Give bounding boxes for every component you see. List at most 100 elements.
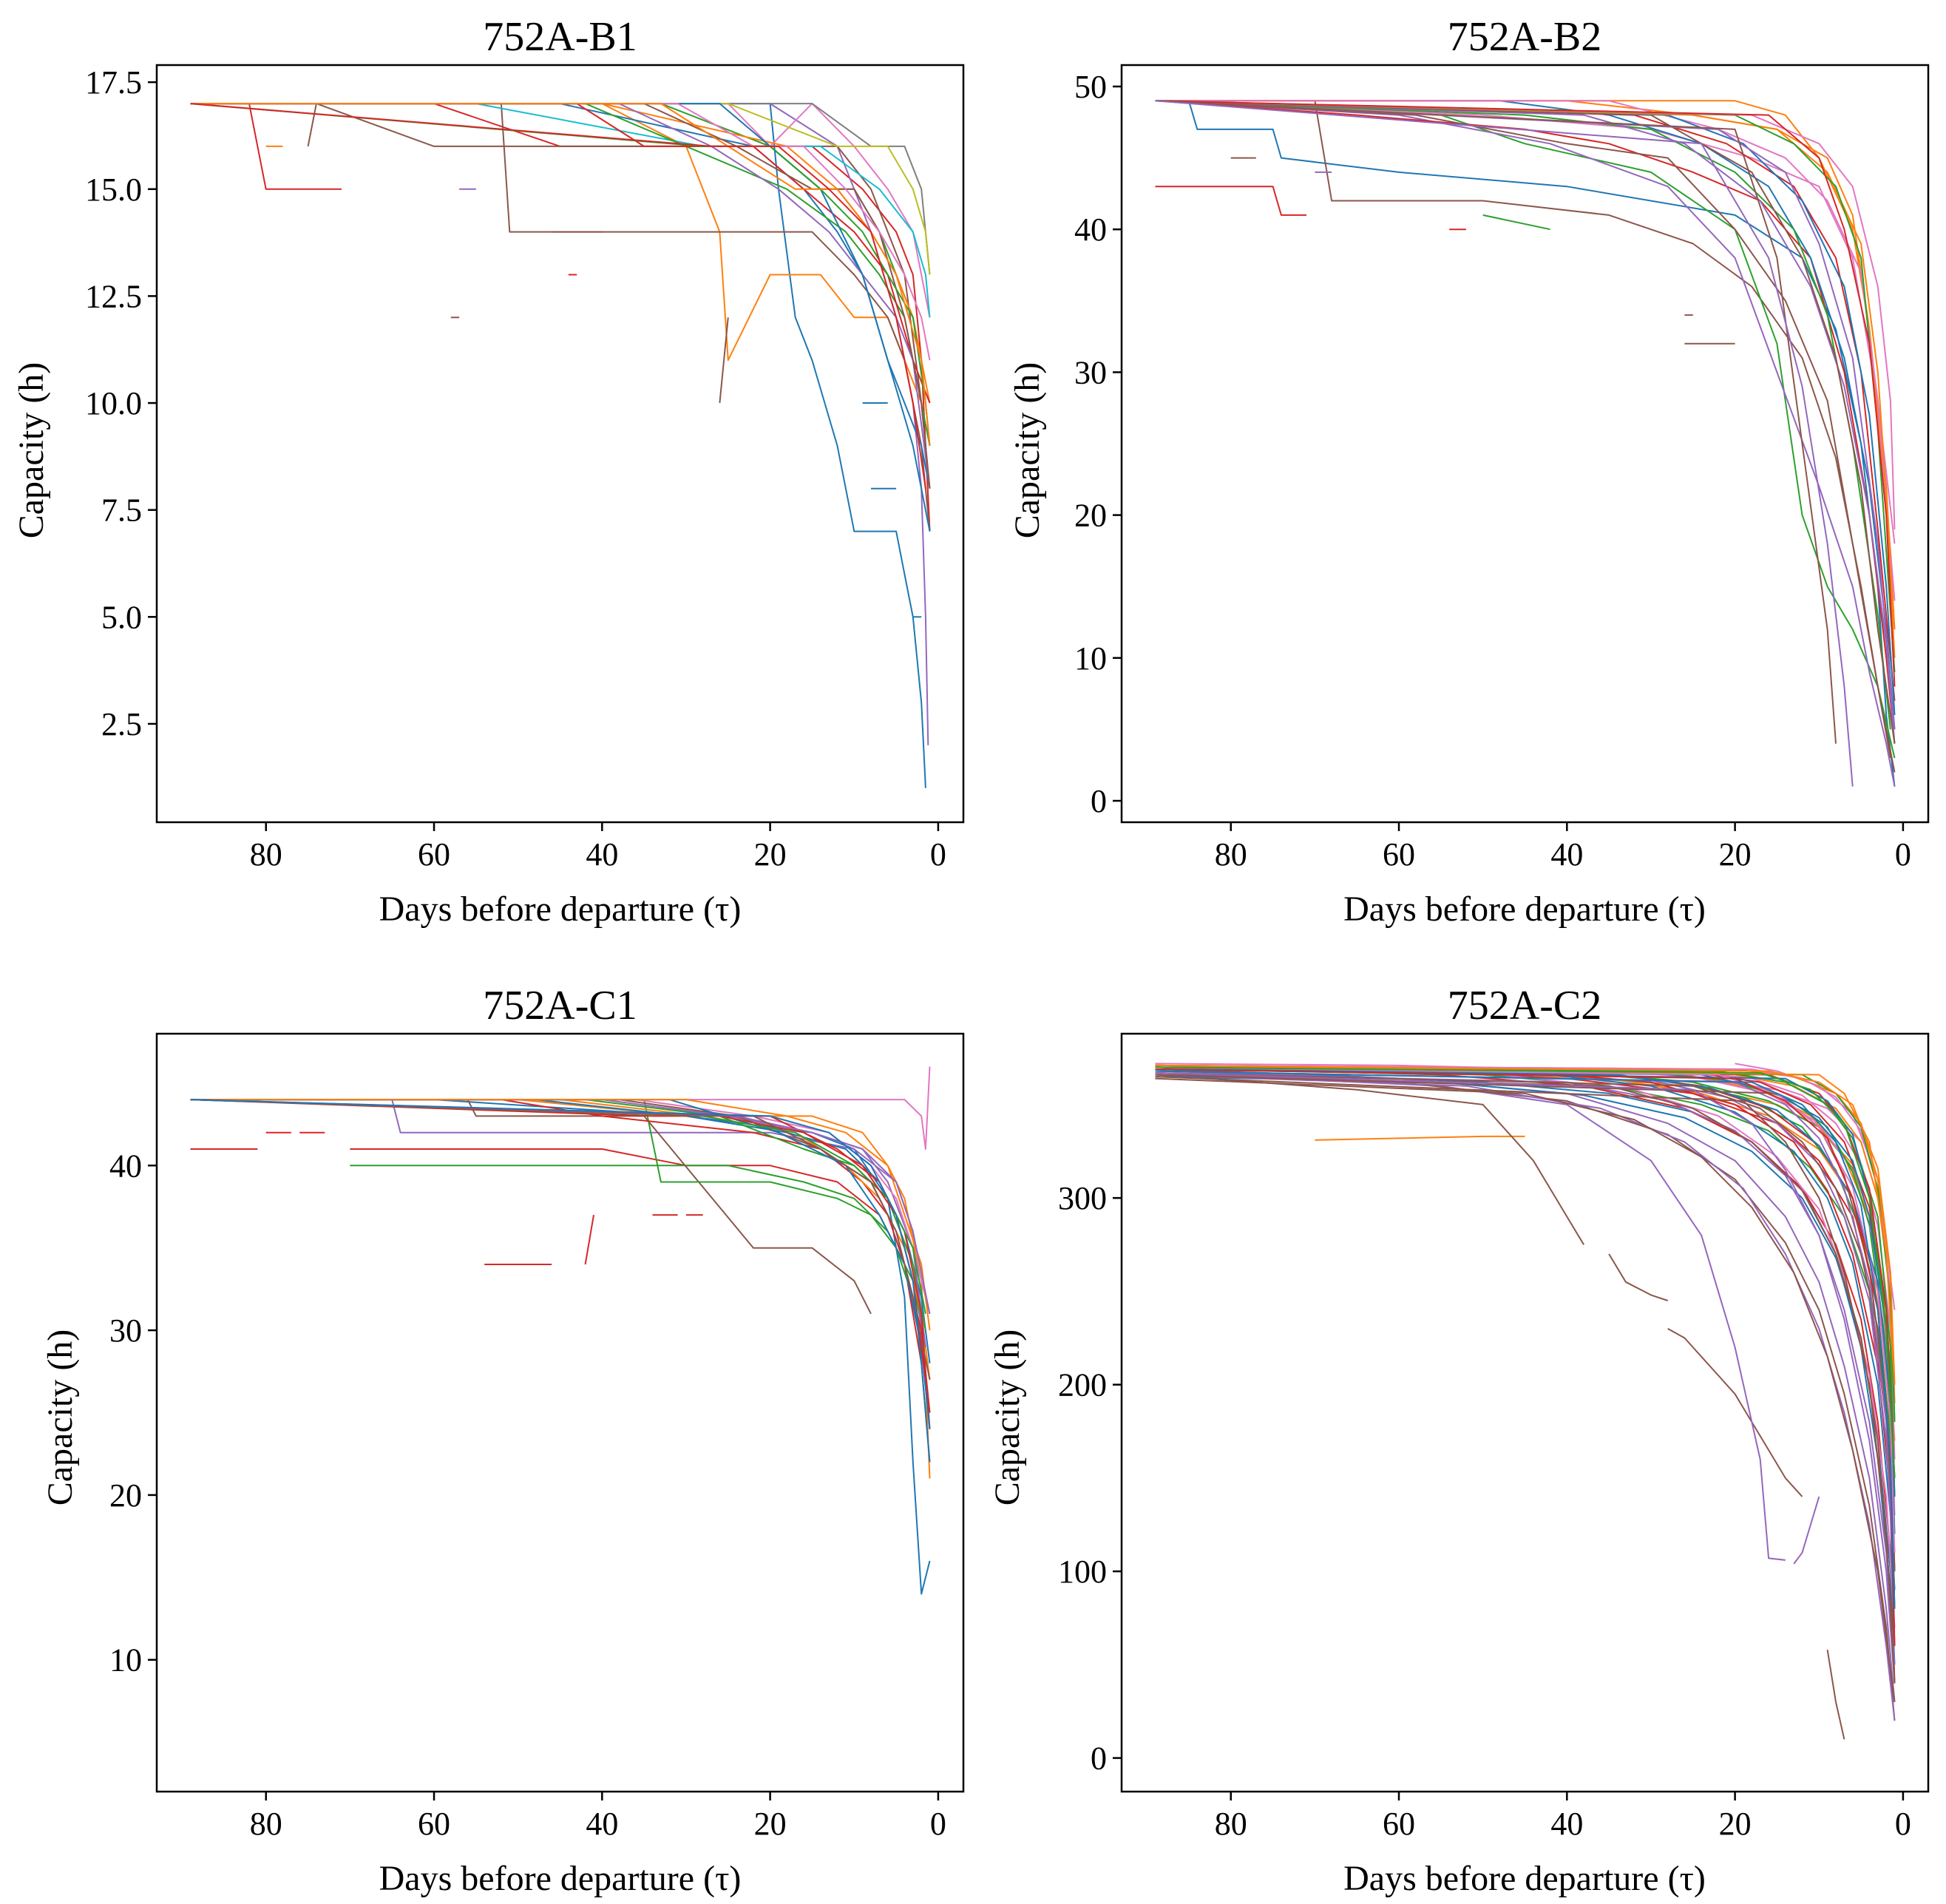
series-line-s9 bbox=[1793, 1496, 1820, 1565]
x-tick-label: 80 bbox=[250, 1806, 282, 1842]
series-line-s5 bbox=[350, 1148, 931, 1463]
series-line-s6 bbox=[1667, 1328, 1803, 1497]
y-tick-label: 12.5 bbox=[85, 278, 142, 314]
series-line-s23 bbox=[190, 103, 926, 489]
series-line-s19 bbox=[190, 103, 931, 532]
y-tick-label: 10 bbox=[1074, 640, 1107, 677]
series-line-s32 bbox=[1155, 1066, 1896, 1497]
x-tick-label: 20 bbox=[1719, 1806, 1752, 1842]
x-tick-label: 60 bbox=[418, 1806, 450, 1842]
series-line-s31 bbox=[1155, 1068, 1896, 1534]
series-line-s11 bbox=[1155, 100, 1896, 658]
series-line-s9 bbox=[190, 103, 931, 318]
series-line-s5 bbox=[1155, 100, 1896, 759]
series-line-s29 bbox=[719, 317, 729, 404]
series-line-s35 bbox=[1155, 1064, 1896, 1460]
x-tick-label: 0 bbox=[930, 836, 946, 873]
series-line-s28 bbox=[190, 1099, 931, 1314]
series-line-s8 bbox=[1155, 1072, 1786, 1561]
subplot-752a-b2: 752A-B2 Days before departure (τ) Capaci… bbox=[1008, 14, 1930, 929]
series-line-s4 bbox=[248, 103, 342, 190]
series-line-s28 bbox=[1155, 1064, 1896, 1516]
series-line-s39 bbox=[1155, 1066, 1896, 1497]
x-axis-label: Days before departure (τ) bbox=[1343, 1859, 1706, 1898]
y-tick-label: 30 bbox=[1074, 354, 1107, 390]
series-group bbox=[190, 103, 931, 788]
series-line-s8 bbox=[1155, 100, 1896, 744]
series-line-s13 bbox=[1155, 100, 1896, 744]
series-line-s20 bbox=[1155, 100, 1896, 730]
x-axis-label: Days before departure (τ) bbox=[379, 1859, 742, 1898]
x-tick-label: 60 bbox=[1383, 836, 1415, 873]
y-tick-label: 20 bbox=[1074, 498, 1107, 534]
subplot-title: 752A-B2 bbox=[1448, 14, 1601, 60]
x-tick-label: 40 bbox=[1550, 1806, 1583, 1842]
series-line-s53 bbox=[1155, 1066, 1896, 1478]
plot-frame bbox=[1120, 64, 1930, 824]
x-tick-label: 80 bbox=[250, 836, 282, 873]
y-tick-label: 0 bbox=[1091, 1741, 1107, 1777]
x-tick-label: 40 bbox=[586, 836, 618, 873]
x-tick-label: 40 bbox=[586, 1806, 618, 1842]
series-line-s29 bbox=[1155, 1066, 1896, 1572]
series-group bbox=[190, 1066, 931, 1595]
series-line-s7 bbox=[1826, 1649, 1845, 1740]
series-line-s7 bbox=[190, 103, 931, 532]
subplot-752a-c1: 752A-C1 Days before departure (τ) Capaci… bbox=[41, 983, 965, 1898]
series-line-s10 bbox=[1155, 1066, 1896, 1590]
y-tick-label: 100 bbox=[1058, 1554, 1107, 1590]
series-line-s8 bbox=[584, 1214, 594, 1265]
series-line-s46 bbox=[1155, 1066, 1896, 1423]
series-line-s12 bbox=[1155, 100, 1891, 730]
x-tick-label: 0 bbox=[930, 1806, 946, 1842]
series-line-s22 bbox=[190, 1099, 931, 1315]
y-tick-label: 30 bbox=[109, 1312, 142, 1349]
y-tick-label: 40 bbox=[109, 1148, 142, 1184]
y-tick-label: 0 bbox=[1091, 783, 1107, 819]
y-tick-label: 15.0 bbox=[85, 172, 142, 208]
series-line-s2 bbox=[1315, 1135, 1525, 1141]
series-line-s22 bbox=[190, 103, 931, 446]
x-tick-label: 20 bbox=[754, 1806, 787, 1842]
series-line-s1 bbox=[1155, 100, 1896, 787]
y-axis-label: Capacity (h) bbox=[12, 362, 51, 539]
x-tick-label: 20 bbox=[1719, 836, 1752, 873]
series-line-s37 bbox=[1155, 1072, 1896, 1609]
series-line-s30 bbox=[1482, 214, 1550, 231]
series-line-s16 bbox=[1155, 1066, 1896, 1684]
x-axis-label: Days before departure (τ) bbox=[379, 890, 742, 929]
series-line-s26 bbox=[190, 1099, 926, 1314]
series-line-s18 bbox=[190, 103, 931, 489]
series-line-s20 bbox=[190, 103, 931, 361]
series-line-s4 bbox=[1155, 1074, 1584, 1245]
y-tick-label: 10.0 bbox=[85, 385, 142, 421]
series-line-s25 bbox=[1155, 1066, 1896, 1572]
series-line-s52 bbox=[1155, 1070, 1896, 1609]
series-line-s18 bbox=[1155, 1068, 1896, 1553]
series-line-s47 bbox=[1155, 1064, 1896, 1385]
series-line-s7 bbox=[1155, 100, 1896, 544]
y-tick-label: 200 bbox=[1058, 1367, 1107, 1403]
series-line-s3 bbox=[1155, 1066, 1896, 1441]
series-line-s15 bbox=[1155, 1072, 1896, 1721]
series-line-s17 bbox=[190, 103, 931, 489]
series-line-s2 bbox=[1155, 186, 1306, 216]
y-tick-label: 17.5 bbox=[85, 64, 142, 101]
series-line-s13 bbox=[190, 1099, 931, 1479]
series-line-s6 bbox=[350, 1165, 926, 1347]
series-line-s23 bbox=[1155, 100, 1837, 744]
y-axis-label: Capacity (h) bbox=[1008, 362, 1047, 539]
y-tick-label: 7.5 bbox=[101, 492, 142, 529]
y-tick-label: 2.5 bbox=[101, 706, 142, 742]
x-tick-label: 20 bbox=[754, 836, 787, 873]
x-tick-label: 60 bbox=[1383, 1806, 1415, 1842]
series-line-s13 bbox=[190, 103, 931, 489]
y-axis-label: Capacity (h) bbox=[41, 1329, 80, 1506]
series-line-s22 bbox=[1155, 100, 1896, 687]
series-line-s16 bbox=[1155, 100, 1896, 744]
y-tick-label: 20 bbox=[109, 1477, 142, 1514]
series-line-s1 bbox=[190, 1099, 931, 1595]
subplot-752a-c2: 752A-C2 Days before departure (τ) Capaci… bbox=[988, 983, 1930, 1898]
series-line-s2 bbox=[190, 103, 931, 532]
